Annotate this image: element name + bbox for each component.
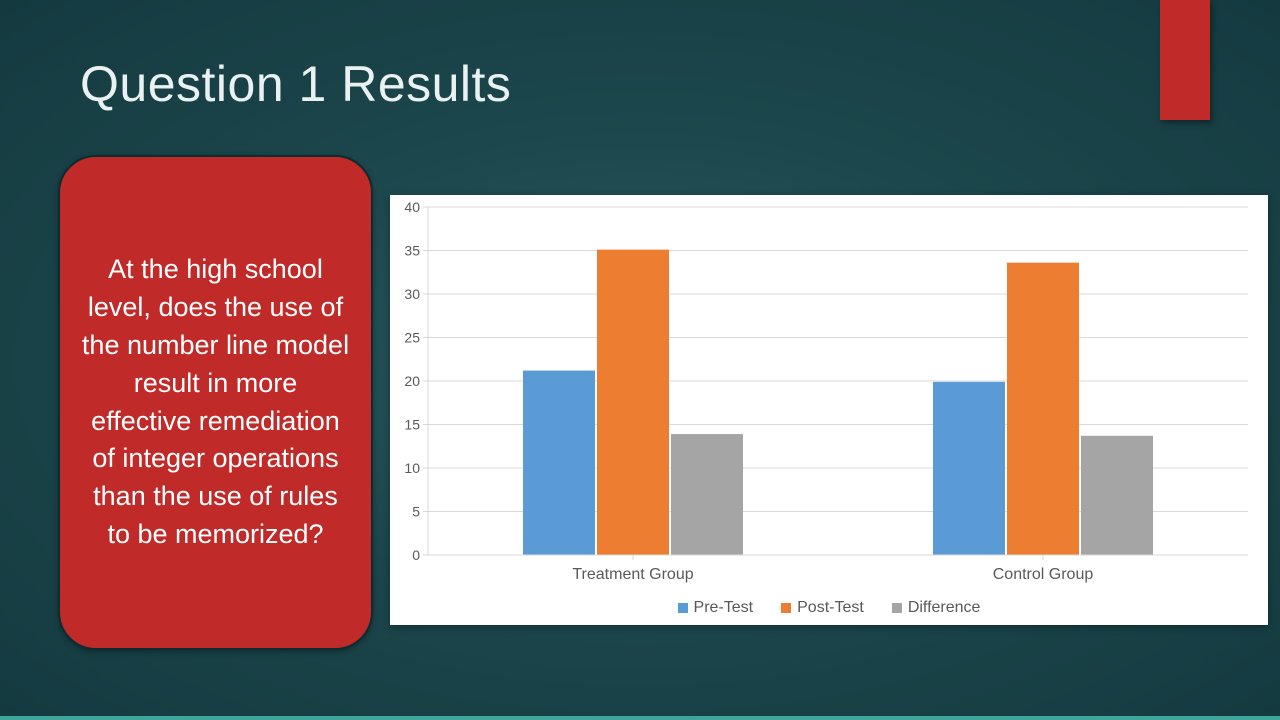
legend-label: Pre-Test: [694, 599, 754, 617]
legend-item: Pre-Test: [678, 599, 754, 617]
svg-text:15: 15: [404, 417, 420, 433]
question-text: At the high school level, does the use o…: [80, 251, 351, 553]
svg-text:5: 5: [412, 504, 420, 520]
svg-text:0: 0: [412, 547, 420, 563]
legend-item: Difference: [892, 599, 981, 617]
svg-text:10: 10: [404, 460, 420, 476]
legend-label: Difference: [908, 599, 981, 617]
svg-text:20: 20: [404, 373, 420, 389]
chart-legend: Pre-Test Post-Test Difference: [390, 599, 1268, 617]
svg-text:30: 30: [404, 286, 420, 302]
accent-tab: [1160, 0, 1210, 120]
svg-text:Control Group: Control Group: [993, 566, 1094, 583]
svg-text:35: 35: [404, 243, 420, 259]
svg-text:25: 25: [404, 330, 420, 346]
svg-text:Treatment Group: Treatment Group: [572, 566, 693, 583]
legend-swatch: [678, 603, 688, 613]
question-box: At the high school level, does the use o…: [58, 155, 373, 650]
legend-swatch: [781, 603, 791, 613]
chart-card: 0 5 10 15 20 25 30 35 40 Treatment Group Control G…: [390, 195, 1268, 625]
slide-title: Question 1 Results: [80, 55, 511, 113]
legend-swatch: [892, 603, 902, 613]
legend-label: Post-Test: [797, 599, 864, 617]
legend-item: Post-Test: [781, 599, 864, 617]
bar-chart: 0 5 10 15 20 25 30 35 40 Treatment Group Control G…: [390, 195, 1268, 625]
svg-text:40: 40: [404, 199, 420, 215]
